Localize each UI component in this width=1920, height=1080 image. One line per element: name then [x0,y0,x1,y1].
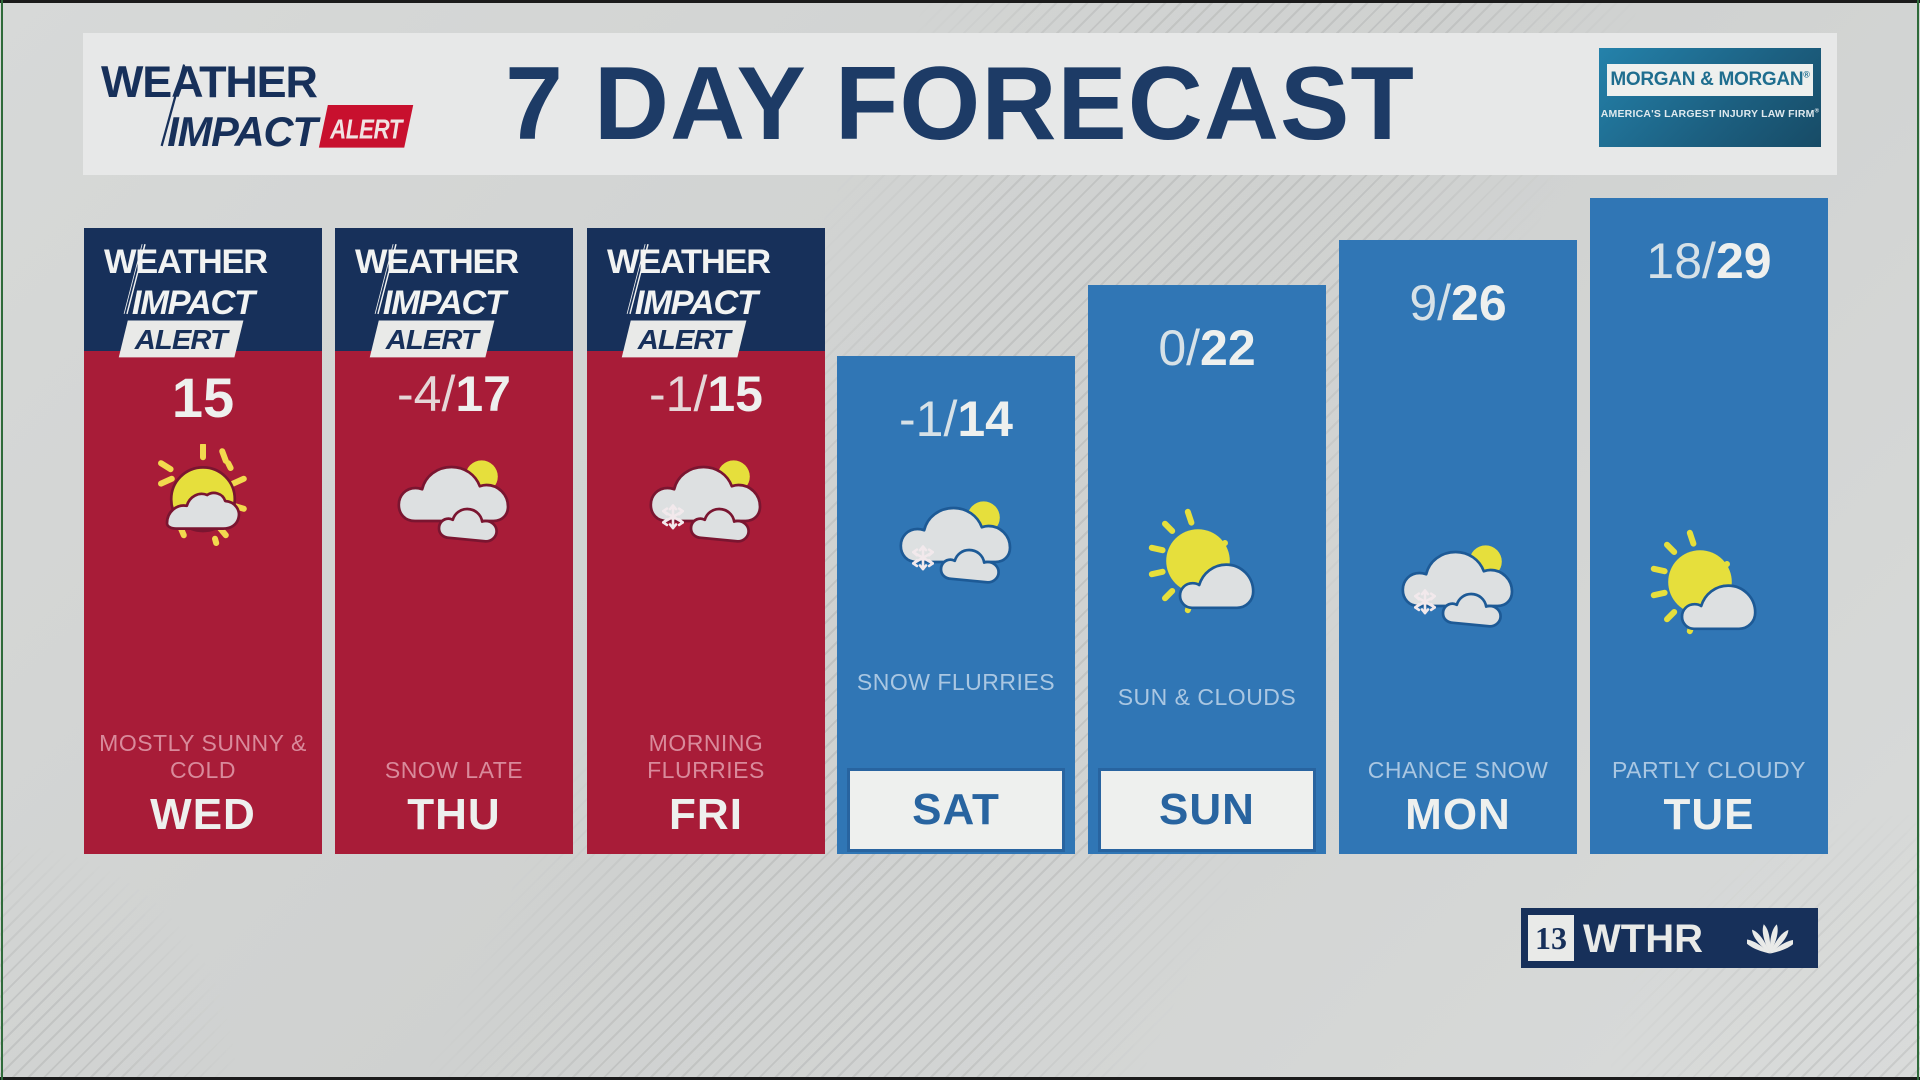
svg-text:ALERT: ALERT [385,324,481,355]
svg-text:IMPACT: IMPACT [167,108,321,155]
svg-text:IMPACT: IMPACT [635,284,761,322]
svg-text:ALERT: ALERT [134,324,230,355]
svg-text:IMPACT: IMPACT [383,284,509,322]
svg-text:IMPACT: IMPACT [132,284,258,322]
svg-text:ALERT: ALERT [637,324,733,355]
svg-text:WEATHER: WEATHER [607,243,771,281]
svg-text:WEATHER: WEATHER [101,56,318,107]
svg-text:ALERT: ALERT [329,114,404,145]
svg-text:WEATHER: WEATHER [355,243,519,281]
svg-text:WEATHER: WEATHER [104,243,268,281]
